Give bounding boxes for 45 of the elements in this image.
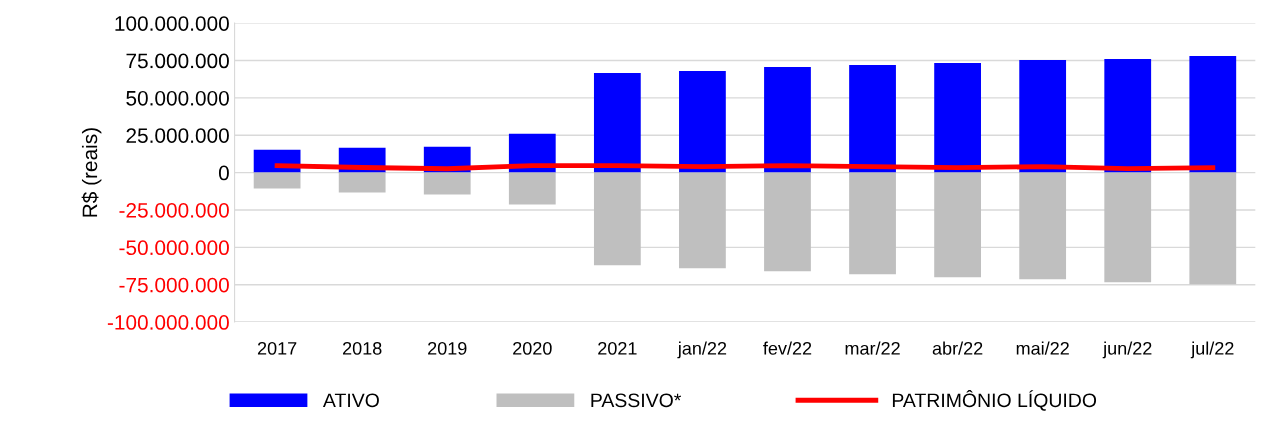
bar bbox=[764, 172, 811, 272]
bar bbox=[934, 63, 981, 173]
bar bbox=[934, 172, 981, 278]
bar bbox=[1104, 59, 1152, 173]
bar bbox=[1019, 172, 1067, 280]
bar bbox=[679, 70, 726, 173]
x-tick-label: jan/22 bbox=[677, 341, 727, 359]
x-tick-label: jul/22 bbox=[1190, 341, 1234, 359]
x-tick-label: 2021 bbox=[598, 341, 637, 355]
x-tick-label: abr/22 bbox=[932, 341, 983, 355]
bar bbox=[849, 65, 896, 173]
x-tick-label: 2020 bbox=[513, 341, 552, 355]
y-tick-label: -25.000.000 bbox=[119, 202, 229, 218]
bar bbox=[764, 66, 811, 173]
x-tick-label: 2019 bbox=[428, 341, 467, 355]
y-tick-label: 75.000.000 bbox=[126, 53, 229, 69]
x-tick-label: 2018 bbox=[343, 341, 382, 355]
bar bbox=[593, 172, 641, 266]
y-tick-label: 25.000.000 bbox=[126, 128, 229, 143]
bar bbox=[253, 172, 301, 189]
y-tick-label: -100.000.000 bbox=[107, 315, 229, 330]
x-tick-label: mar/22 bbox=[845, 341, 900, 355]
y-tick-label: 0 bbox=[218, 165, 229, 181]
x-tick-label: mai/22 bbox=[1016, 341, 1069, 355]
y-tick-label: 50.000.000 bbox=[126, 90, 229, 106]
y-tick-label: -50.000.000 bbox=[119, 240, 229, 256]
legend-label: ATIVO bbox=[322, 393, 379, 408]
x-tick-label: fev/22 bbox=[763, 341, 812, 355]
bar bbox=[1189, 172, 1237, 285]
bar bbox=[1019, 60, 1067, 173]
x-tick-label: jun/22 bbox=[1102, 341, 1152, 359]
bar bbox=[593, 72, 641, 173]
bar bbox=[338, 172, 386, 193]
bar bbox=[1189, 56, 1237, 173]
bar bbox=[1104, 172, 1152, 283]
bar bbox=[508, 172, 556, 205]
bar bbox=[423, 172, 471, 195]
bar bbox=[679, 172, 726, 269]
legend-label: PATRIMÔNIO LÍQUIDO bbox=[892, 390, 1097, 411]
bar bbox=[849, 172, 896, 275]
x-tick-label: 2017 bbox=[257, 341, 297, 355]
legend-label: PASSIVO* bbox=[591, 393, 682, 408]
y-axis-title: R$ (reais) bbox=[81, 128, 102, 217]
y-tick-label: 100.000.000 bbox=[115, 16, 229, 31]
y-tick-label: -75.000.000 bbox=[119, 277, 229, 293]
